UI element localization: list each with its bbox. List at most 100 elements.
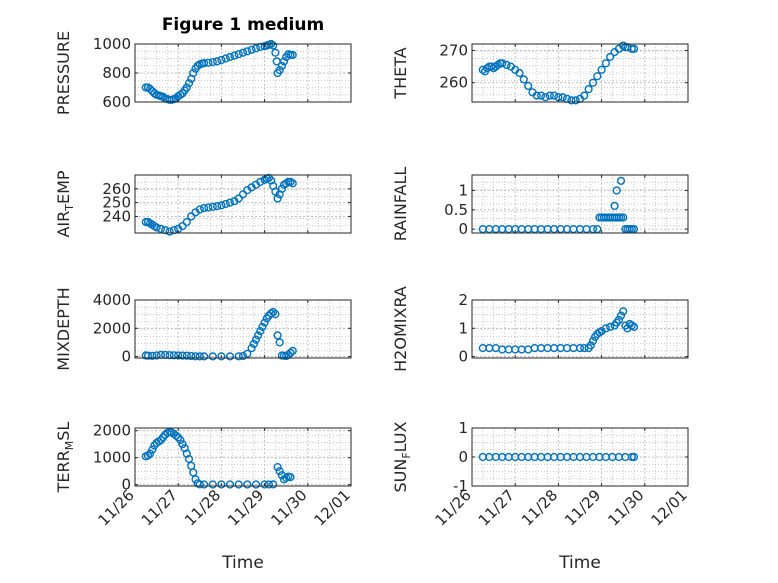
data-point	[169, 351, 179, 360]
data-point	[498, 59, 507, 68]
data-point	[225, 480, 235, 489]
data-point	[264, 480, 274, 489]
panel-terr-msl: 0 1000 2000 11/26 11/27 11/28 11/29 11/30 12/01 T…	[54, 422, 354, 573]
data-point	[478, 65, 487, 74]
data-point	[584, 84, 593, 94]
y-tick-label: -1	[453, 477, 468, 495]
data-point	[541, 93, 550, 102]
data-point	[251, 44, 261, 53]
data-point	[187, 212, 196, 221]
data-point	[152, 223, 161, 232]
data-point	[234, 194, 243, 203]
data-point	[200, 204, 209, 213]
data-point	[519, 75, 528, 84]
data-point	[238, 190, 248, 199]
y-tick-label: 1000	[93, 35, 131, 53]
data-point	[269, 480, 278, 489]
x-tick-label: 12/01	[648, 486, 691, 529]
data-point	[187, 351, 196, 361]
data-point	[208, 352, 217, 361]
y-tick-label: 260	[439, 74, 468, 92]
data-point	[200, 480, 209, 489]
x-tick-label: 11/29	[561, 486, 604, 529]
data-point	[502, 60, 511, 70]
panel-theta: 260 270 THETA	[391, 41, 689, 105]
data-point	[161, 226, 170, 235]
data-point	[586, 341, 595, 350]
data-point	[152, 351, 161, 360]
data-point	[176, 436, 185, 445]
data-point	[178, 440, 187, 449]
data-point	[225, 52, 235, 62]
data-point	[178, 351, 187, 360]
data-point	[588, 78, 598, 87]
data-point	[165, 351, 174, 360]
data-point	[256, 327, 265, 336]
data-point	[195, 205, 204, 214]
data-point	[260, 480, 269, 489]
axes-box	[471, 174, 689, 234]
y-axis-label: PRESSURE	[54, 31, 73, 115]
data-point	[238, 48, 248, 57]
y-tick-label: 1	[458, 181, 468, 199]
data-point	[221, 199, 230, 209]
data-point	[251, 480, 261, 489]
data-point	[558, 93, 567, 102]
data-point	[213, 202, 222, 211]
data-point	[629, 452, 639, 462]
data-point	[200, 58, 209, 68]
data-point	[288, 50, 297, 60]
axes-box	[471, 299, 689, 359]
data-point	[277, 184, 287, 193]
x-tick-label: 11/30	[267, 486, 310, 529]
data-point	[610, 201, 619, 211]
data-point	[580, 344, 589, 353]
y-tick-label: 0	[121, 476, 131, 494]
axes-box	[471, 43, 689, 103]
data-point	[217, 55, 226, 65]
y-tick-label: 260	[102, 180, 131, 198]
data-point	[247, 344, 256, 353]
data-point	[275, 467, 284, 476]
x-tick-label: 11/28	[518, 486, 561, 529]
data-point	[182, 83, 191, 92]
data-point	[238, 351, 248, 361]
y-tick-label: 0	[121, 348, 131, 366]
data-point	[258, 322, 267, 332]
x-axis-label: Time	[558, 553, 601, 573]
data-point	[629, 44, 639, 53]
data-point	[143, 451, 153, 460]
data-point	[208, 57, 217, 67]
panel-mixdepth: 0 2000 4000 MIXDEPTH	[54, 287, 352, 371]
data-point	[619, 41, 628, 50]
data-point	[195, 480, 204, 489]
data-point	[182, 217, 191, 227]
axes-box	[134, 427, 352, 487]
data-point	[243, 480, 252, 489]
data-point	[234, 50, 243, 59]
data-point	[217, 352, 226, 361]
y-tick-label: 1000	[93, 449, 131, 467]
y-tick-label: 600	[102, 93, 131, 111]
data-point	[567, 96, 576, 105]
data-point	[288, 179, 297, 188]
data-point	[629, 322, 639, 332]
data-point	[273, 194, 282, 203]
y-axis-label: H2OMIXRA	[391, 286, 410, 372]
x-axis-label: Time	[221, 553, 264, 573]
data-point	[571, 96, 580, 105]
data-point	[165, 227, 174, 236]
data-point	[171, 431, 181, 440]
data-point	[146, 84, 155, 94]
data-point	[213, 57, 222, 66]
data-point	[612, 186, 621, 195]
y-tick-label: 0	[458, 220, 468, 238]
data-point	[606, 322, 615, 332]
data-point	[597, 65, 606, 74]
data-point	[225, 198, 235, 207]
data-point	[234, 480, 243, 489]
y-axis-label: AIRTEMP	[54, 170, 76, 237]
y-tick-label: 0	[458, 348, 468, 366]
data-point	[580, 91, 589, 100]
